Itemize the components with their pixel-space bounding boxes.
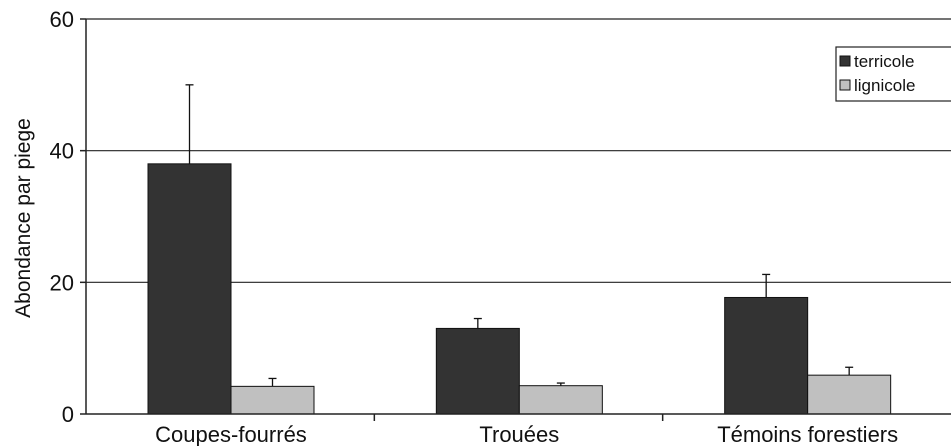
legend-swatch-lignicole — [839, 79, 851, 91]
y-tick-label-20: 20 — [50, 270, 74, 295]
bars — [147, 84, 892, 415]
y-axis-title: Abondance par piege — [12, 118, 35, 318]
bar-lignicole-1 — [518, 385, 603, 415]
legend-swatch-terricole — [839, 55, 851, 67]
y-tick-labels: 0 20 40 60 — [50, 7, 74, 427]
legend-box — [835, 46, 951, 102]
bar-terricole-0 — [147, 163, 232, 415]
x-category-label-0: Coupes-fourrés — [155, 422, 307, 446]
bar-lignicole-0 — [230, 385, 315, 415]
x-category-labels: Coupes-fourrés Trouées Témoins forestiers — [155, 422, 898, 446]
legend: terricole lignicole — [835, 46, 951, 102]
x-category-label-1: Trouées — [479, 422, 559, 446]
bar-terricole-2 — [724, 296, 809, 415]
bar-lignicole-2 — [807, 374, 892, 415]
legend-label-lignicole: lignicole — [854, 76, 915, 95]
legend-label-terricole: terricole — [854, 52, 914, 71]
y-tick-label-40: 40 — [50, 139, 74, 164]
bar-terricole-1 — [435, 327, 520, 415]
x-category-label-2: Témoins forestiers — [717, 422, 898, 446]
axes — [80, 18, 951, 421]
y-tick-label-0: 0 — [62, 402, 74, 427]
y-tick-label-60: 60 — [50, 7, 74, 32]
